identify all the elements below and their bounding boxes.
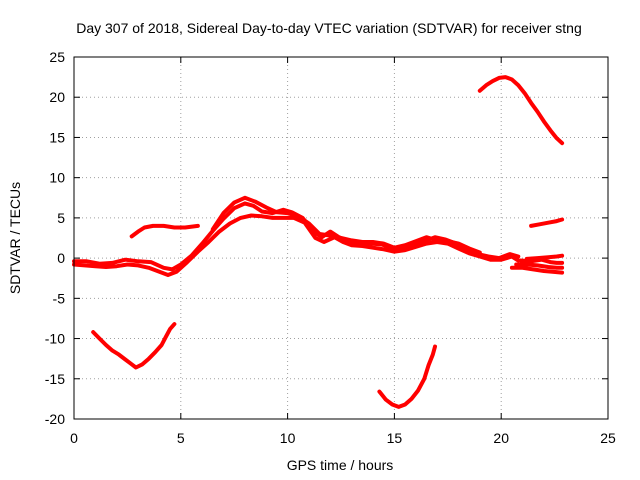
x-axis-label: GPS time / hours [287, 457, 394, 473]
series-line-track-g [477, 75, 565, 146]
y-tick-label: -15 [45, 371, 65, 387]
series-line-track-k [518, 257, 565, 265]
x-axis-ticks: 0 5 10 15 20 25 [70, 57, 616, 446]
series-line-track-d [129, 223, 200, 239]
y-tick-label: -5 [53, 290, 66, 306]
plot-frame [73, 56, 609, 420]
series-line-track-c [210, 195, 482, 255]
y-tick-label: 20 [49, 89, 65, 105]
x-tick-label: 15 [387, 430, 403, 446]
series-line-track-j [514, 262, 565, 270]
y-tick-label: 15 [49, 129, 65, 145]
x-tick-label: 20 [493, 430, 509, 446]
x-tick-label: 10 [280, 430, 296, 446]
x-tick-label: 25 [600, 430, 616, 446]
data-series [72, 75, 565, 409]
series-line-track-e [91, 322, 177, 370]
y-tick-label: 10 [49, 170, 65, 186]
series-line-track-i [509, 265, 565, 275]
x-tick-label: 5 [177, 430, 185, 446]
y-tick-label: 5 [57, 210, 65, 226]
y-tick-label: -10 [45, 331, 65, 347]
y-tick-label: 25 [49, 49, 65, 65]
series-line-track-a [72, 213, 521, 277]
y-tick-label: -20 [45, 411, 65, 427]
series-line-track-h [529, 217, 565, 228]
y-axis-ticks: -20 -15 -10 -5 0 5 10 15 20 25 [45, 49, 608, 427]
y-axis-label: SDTVAR / TECUs [7, 182, 23, 294]
series-line-track-b [72, 201, 521, 272]
series-line-track-l [524, 253, 565, 261]
y-tick-label: 0 [57, 250, 65, 266]
series-line-track-f [377, 344, 437, 409]
x-tick-label: 0 [70, 430, 78, 446]
chart-title: Day 307 of 2018, Sidereal Day-to-day VTE… [76, 20, 582, 36]
